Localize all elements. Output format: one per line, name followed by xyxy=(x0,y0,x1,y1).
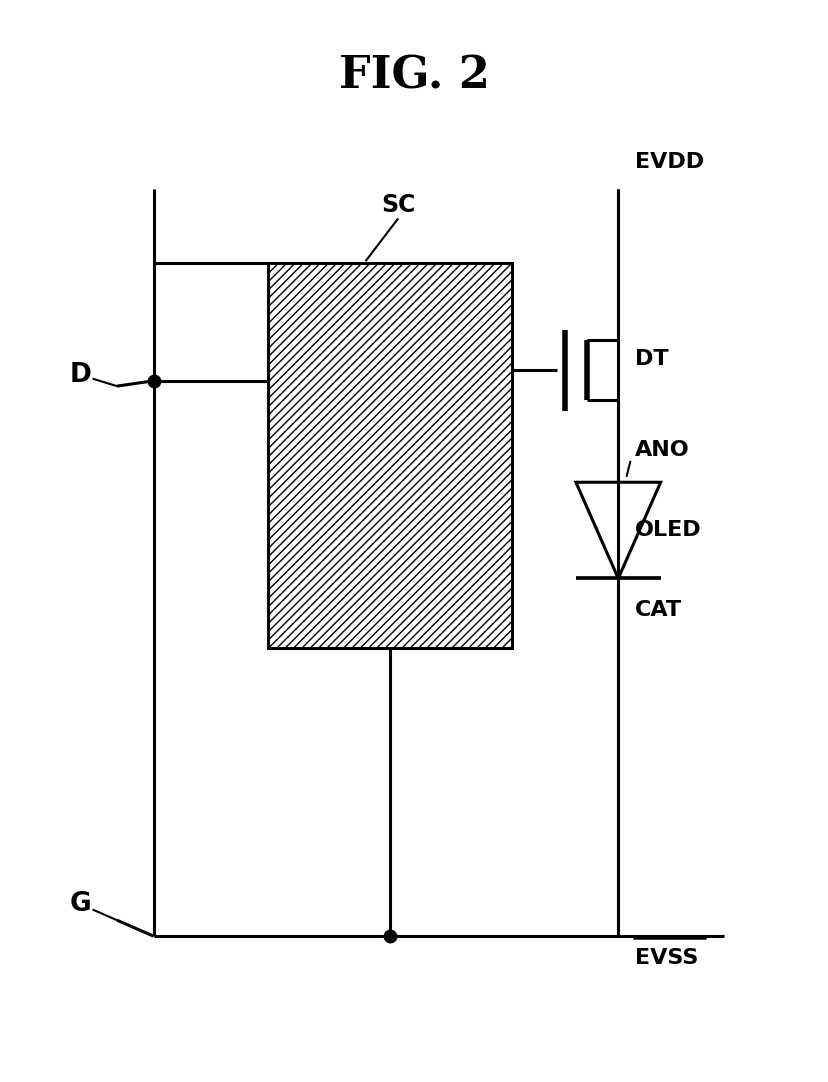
Text: SC: SC xyxy=(381,193,415,216)
Text: ANO: ANO xyxy=(633,440,689,460)
Text: D: D xyxy=(70,362,91,388)
Text: DT: DT xyxy=(633,349,667,369)
Text: G: G xyxy=(70,892,91,918)
Bar xyxy=(267,263,512,648)
Text: CAT: CAT xyxy=(633,601,681,620)
Text: EVSS: EVSS xyxy=(633,948,697,967)
Text: FIG. 2: FIG. 2 xyxy=(339,55,489,97)
Text: OLED: OLED xyxy=(633,520,700,540)
Text: EVDD: EVDD xyxy=(633,151,703,172)
